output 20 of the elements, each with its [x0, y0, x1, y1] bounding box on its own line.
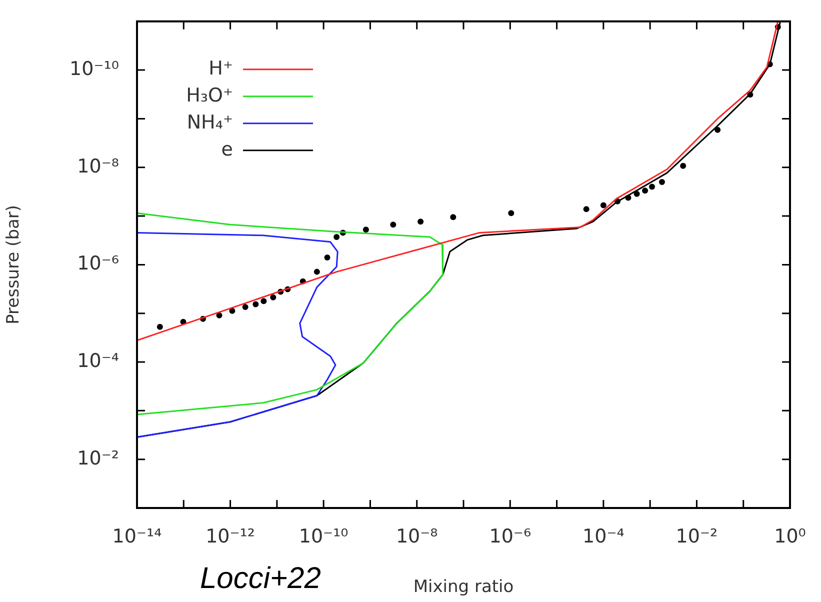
x-tick-label: 10⁻² — [676, 525, 718, 548]
text: Locci+22 — [200, 562, 321, 596]
x-tick-label: 10⁻⁸ — [396, 525, 438, 548]
y-tick-label: 10⁻² — [77, 447, 119, 470]
legend-label: NH₄⁺ — [186, 111, 233, 134]
y-tick-label: 10⁻⁴ — [77, 350, 120, 372]
y-tick-label: 10⁻¹⁰ — [70, 58, 119, 80]
y-tick-label: 10⁻⁸ — [77, 155, 119, 178]
x-tick-label: 10⁻⁴ — [582, 525, 625, 548]
legend-label: H⁺ — [208, 57, 233, 80]
x-tick-label: 10⁰ — [774, 525, 806, 548]
x-tick-label: 10⁻¹⁰ — [298, 525, 348, 548]
x-tick-label: 10⁻¹⁴ — [112, 525, 162, 548]
x-tick-label: 10⁻¹² — [206, 525, 256, 548]
x-axis-title: Mixing ratio — [413, 577, 514, 598]
x-tick-label: 10⁻⁶ — [489, 525, 532, 548]
y-axis-title: Pressure (bar) — [4, 204, 24, 324]
y-tick-label: 10⁻⁶ — [77, 252, 119, 275]
legend-label: H₃O⁺ — [186, 84, 233, 106]
legend-label: e — [221, 138, 233, 160]
